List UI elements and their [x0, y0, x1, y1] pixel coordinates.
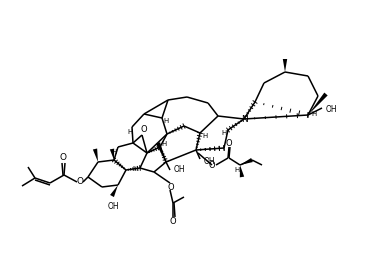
- Text: OH: OH: [174, 166, 186, 175]
- Text: O: O: [209, 161, 215, 170]
- Polygon shape: [156, 142, 166, 162]
- Text: H: H: [127, 129, 132, 135]
- Text: O: O: [168, 182, 174, 191]
- Text: H: H: [234, 167, 240, 173]
- Text: O: O: [60, 152, 67, 161]
- Text: H: H: [132, 166, 138, 172]
- Polygon shape: [93, 149, 98, 162]
- Text: O: O: [76, 178, 83, 187]
- Polygon shape: [240, 158, 253, 165]
- Polygon shape: [283, 59, 287, 72]
- Text: H: H: [202, 133, 208, 139]
- Text: OH: OH: [326, 106, 337, 115]
- Text: OH: OH: [107, 202, 119, 211]
- Polygon shape: [308, 93, 328, 115]
- Polygon shape: [110, 185, 118, 197]
- Text: O: O: [226, 139, 232, 148]
- Text: H: H: [111, 149, 117, 155]
- Text: OH: OH: [204, 157, 216, 166]
- Text: O: O: [170, 216, 176, 225]
- Text: H: H: [221, 130, 227, 136]
- Text: H: H: [311, 111, 317, 117]
- Polygon shape: [240, 165, 244, 177]
- Text: H: H: [163, 118, 169, 124]
- Text: N: N: [242, 115, 249, 124]
- Text: O: O: [141, 125, 147, 134]
- Polygon shape: [110, 149, 114, 160]
- Text: H: H: [161, 141, 167, 147]
